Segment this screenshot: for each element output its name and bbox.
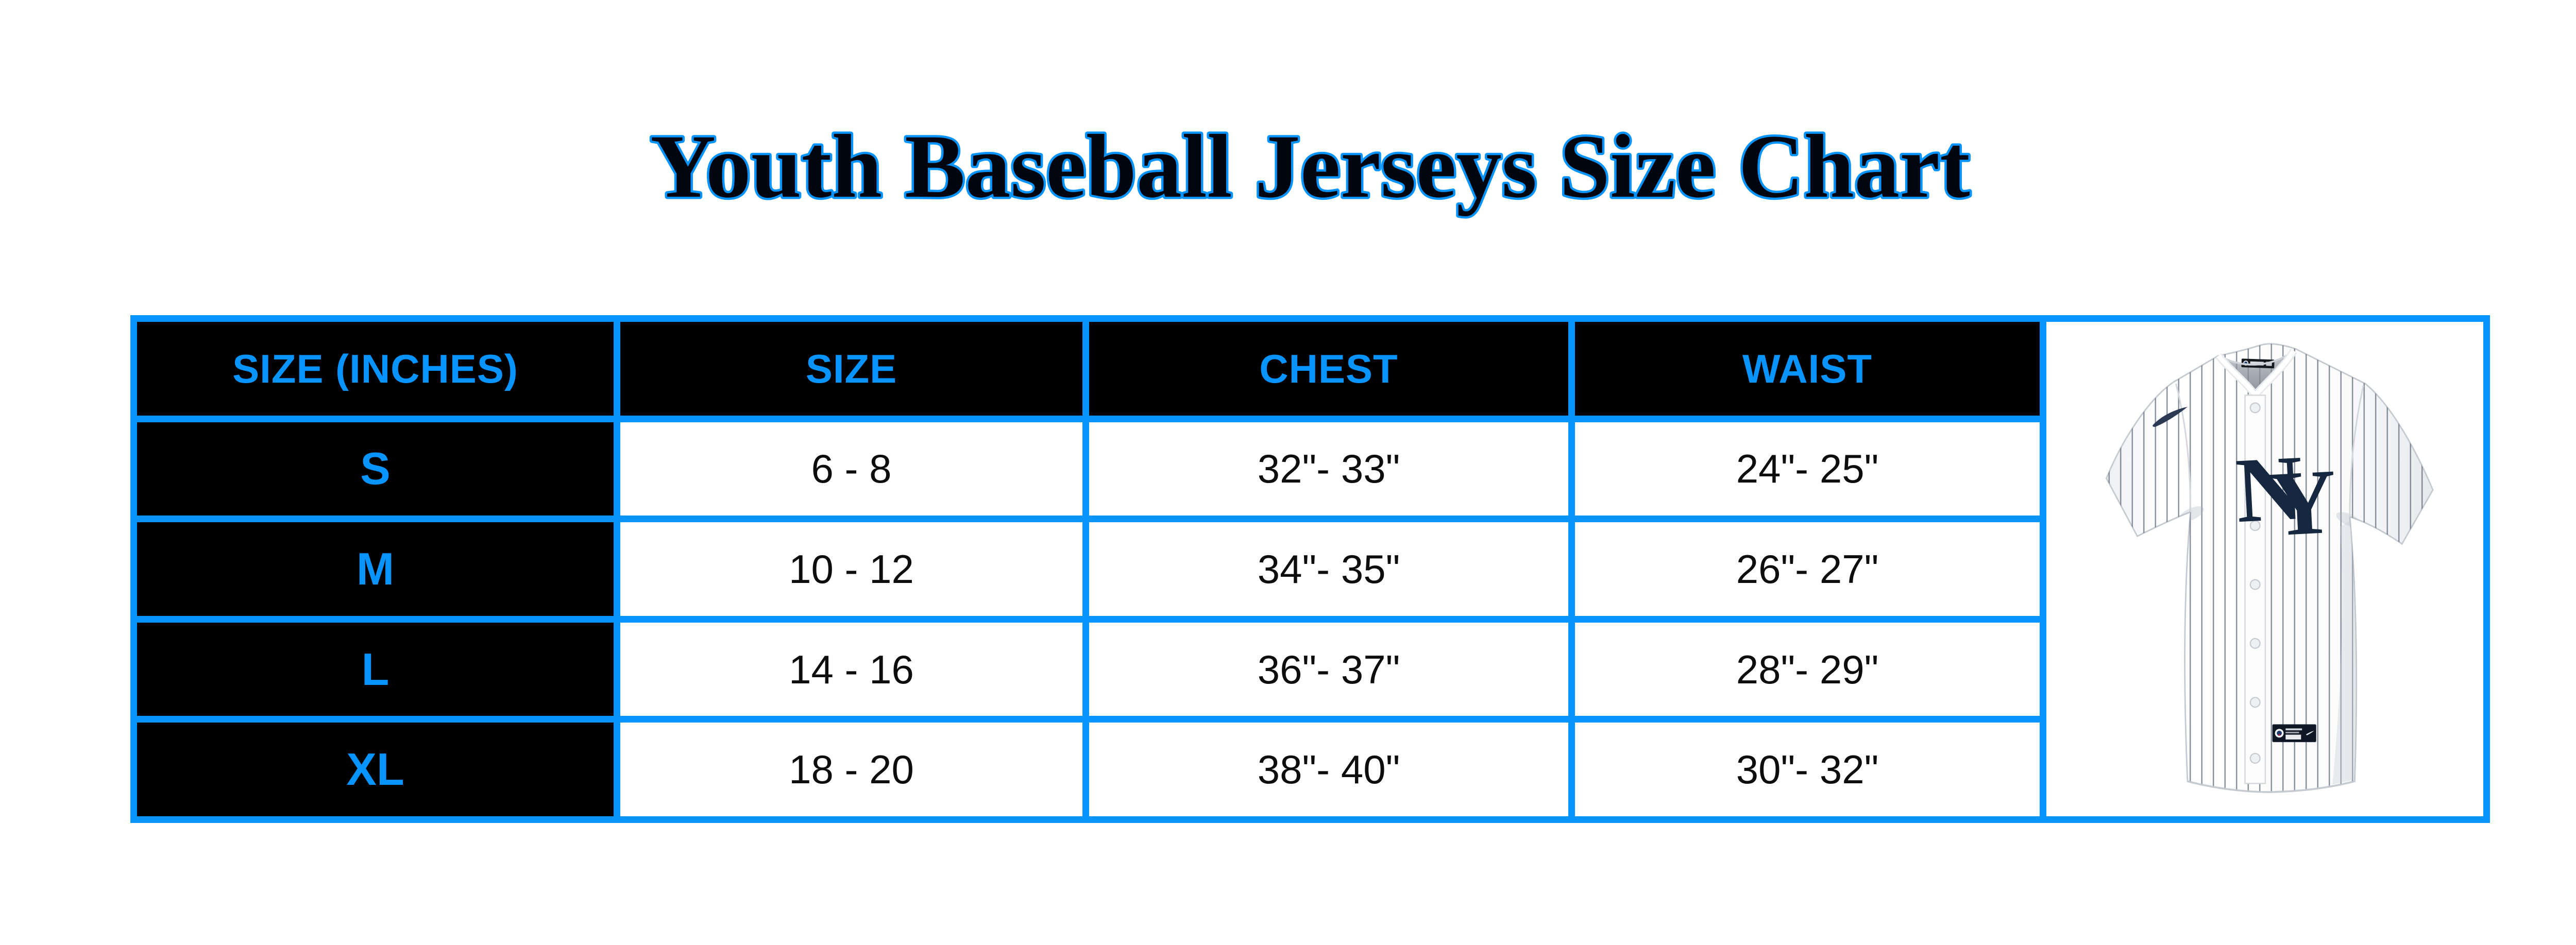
ny-logo-n: N	[2233, 436, 2306, 542]
column-header-waist: WAIST	[1575, 322, 2040, 416]
waist-value-s: 24"- 25"	[1575, 422, 2040, 516]
right-side-shadow	[2332, 521, 2357, 785]
row-label-s: S	[137, 422, 614, 516]
jock-tag	[2272, 724, 2316, 743]
size-value-l: 14 - 16	[620, 622, 1082, 716]
waist-value-m: 26"- 27"	[1575, 522, 2040, 616]
left-sleeve-shadow	[2106, 478, 2138, 537]
right-sleeve-seam	[2349, 385, 2364, 517]
chest-value-m: 34"- 35"	[1089, 522, 1568, 616]
size-value-s: 6 - 8	[620, 422, 1082, 516]
chest-value-xl: 38"- 40"	[1089, 723, 1568, 816]
button-placket	[2244, 394, 2266, 784]
jersey-photo-cell: N Y	[2046, 322, 2483, 816]
size-chart-table: SIZE (INCHES) SIZE CHEST WAIST	[130, 315, 2490, 823]
jock-tag-swoosh-icon	[2306, 731, 2314, 735]
row-label-l: L	[137, 622, 614, 716]
left-sleeve-seam	[2175, 383, 2192, 512]
right-sleeve-shadow	[2402, 490, 2433, 544]
jersey-buttons	[2249, 402, 2261, 764]
ny-logo: N Y	[2233, 436, 2339, 556]
chest-value-s: 32"- 33"	[1089, 422, 1568, 516]
row-label-xl: XL	[137, 723, 614, 816]
column-header-size-inches: SIZE (INCHES)	[137, 322, 614, 416]
chest-value-l: 36"- 37"	[1089, 622, 1568, 716]
row-label-m: M	[137, 522, 614, 616]
waist-value-l: 28"- 29"	[1575, 622, 2040, 716]
waist-value-xl: 30"- 32"	[1575, 723, 2040, 816]
column-header-chest: CHEST	[1089, 322, 1568, 416]
yankees-pinstripe-jersey-image: N Y	[2106, 343, 2434, 793]
page-title-text: Youth Baseball Jerseys Size Chart	[650, 116, 1970, 217]
size-value-xl: 18 - 20	[620, 723, 1082, 816]
ny-logo-y: Y	[2267, 450, 2339, 556]
size-value-m: 10 - 12	[620, 522, 1082, 616]
page-title: Youth Baseball Jerseys Size Chart	[648, 114, 1973, 219]
column-header-size: SIZE	[620, 322, 1082, 416]
collar-binding	[2215, 349, 2297, 398]
hem-edge	[2187, 780, 2355, 793]
nike-swoosh-icon	[2153, 407, 2188, 427]
